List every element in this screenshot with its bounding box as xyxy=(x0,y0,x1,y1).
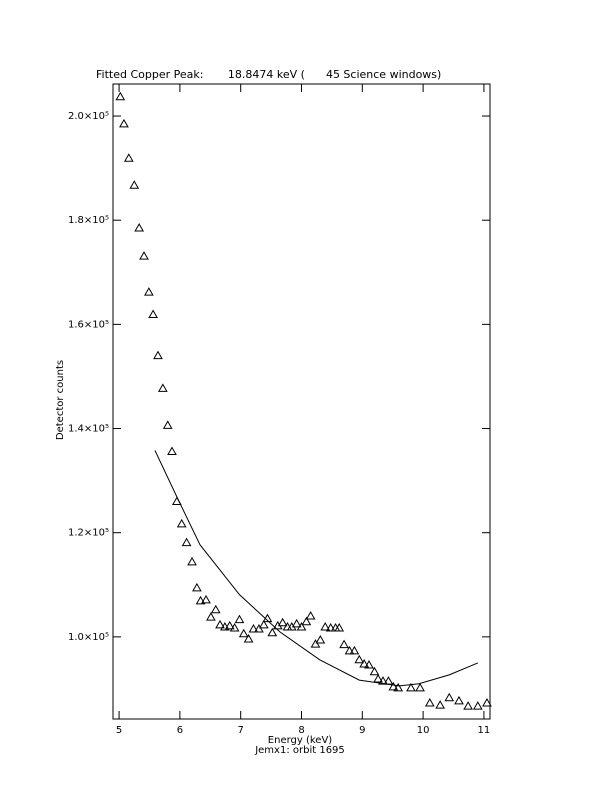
triangle-marker xyxy=(364,659,374,669)
triangle-marker xyxy=(415,682,425,692)
triangle-marker xyxy=(301,616,312,626)
triangle-marker xyxy=(267,627,278,637)
triangle-marker xyxy=(192,582,202,592)
triangle-marker xyxy=(291,618,302,628)
triangle-marker xyxy=(206,612,216,621)
triangle-marker xyxy=(406,682,416,692)
triangle-marker xyxy=(463,701,473,710)
triangle-marker xyxy=(454,695,464,705)
triangle-marker xyxy=(238,628,249,638)
triangle-marker xyxy=(123,153,134,162)
triangle-marker xyxy=(277,617,288,627)
triangle-marker xyxy=(258,619,269,629)
triangle-marker xyxy=(248,624,259,633)
triangle-marker xyxy=(354,654,365,664)
y-tick-label: 1.2×10⁵ xyxy=(68,528,109,539)
triangle-marker xyxy=(373,674,383,683)
triangle-marker xyxy=(344,645,355,655)
y-tick-label: 1.8×10⁵ xyxy=(68,215,109,226)
triangle-marker xyxy=(296,621,307,631)
triangle-marker xyxy=(472,701,483,710)
triangle-marker xyxy=(144,287,154,296)
triangle-marker xyxy=(215,619,225,629)
triangle-marker xyxy=(393,682,404,692)
triangle-marker xyxy=(334,623,345,632)
triangle-marker xyxy=(153,350,163,360)
x-tick-label: 7 xyxy=(238,725,244,736)
triangle-marker xyxy=(139,251,149,260)
triangle-marker xyxy=(482,698,492,707)
y-tick-label: 1.0×10⁵ xyxy=(68,632,109,643)
triangle-marker xyxy=(201,594,211,604)
triangle-marker xyxy=(129,180,140,189)
triangle-marker xyxy=(195,595,206,605)
triangle-marker xyxy=(167,446,177,455)
x-tick-label: 5 xyxy=(116,725,122,736)
triangle-marker xyxy=(349,645,360,655)
triangle-marker xyxy=(243,633,254,643)
y-axis-label: Detector counts xyxy=(55,360,66,440)
triangle-marker xyxy=(157,383,168,392)
x-tick-label: 10 xyxy=(417,725,430,736)
triangle-marker xyxy=(234,614,245,624)
triangle-marker xyxy=(162,420,173,429)
fit-curve xyxy=(154,450,479,687)
triangle-marker xyxy=(369,666,380,676)
triangle-marker xyxy=(229,623,240,632)
subtitle: Jemx1: orbit 1695 xyxy=(254,745,345,756)
triangle-marker xyxy=(435,700,446,709)
x-tick-label: 11 xyxy=(478,725,491,736)
x-tick-label: 9 xyxy=(359,725,365,736)
triangle-marker xyxy=(224,620,235,630)
triangle-marker xyxy=(320,621,331,631)
triangle-marker xyxy=(187,556,197,566)
triangle-marker xyxy=(119,118,129,128)
triangle-marker xyxy=(148,309,158,318)
x-axis-label: Energy (keV) xyxy=(268,735,333,746)
triangle-marker xyxy=(176,518,187,528)
x-tick-label: 8 xyxy=(298,725,304,736)
triangle-marker xyxy=(310,639,321,648)
y-tick-label: 2.0×10⁵ xyxy=(68,111,109,122)
triangle-marker xyxy=(424,698,435,707)
triangle-marker xyxy=(325,623,336,632)
x-tick-label: 6 xyxy=(177,725,183,736)
triangle-marker xyxy=(315,634,326,644)
triangle-marker xyxy=(359,658,369,668)
y-tick-label: 1.4×10⁵ xyxy=(68,424,109,435)
triangle-marker xyxy=(305,611,316,620)
triangle-marker xyxy=(115,91,126,101)
triangle-marker xyxy=(181,537,192,547)
triangle-marker xyxy=(339,639,349,649)
chart-title: Fitted Copper Peak: 18.8474 keV ( 45 Sci… xyxy=(96,68,441,81)
triangle-marker xyxy=(134,223,145,232)
triangle-marker xyxy=(444,692,455,702)
triangle-marker xyxy=(210,604,221,614)
triangle-marker xyxy=(254,624,264,633)
y-tick-label: 1.6×10⁵ xyxy=(68,319,109,330)
triangle-marker xyxy=(378,676,388,685)
triangle-marker xyxy=(388,681,399,691)
